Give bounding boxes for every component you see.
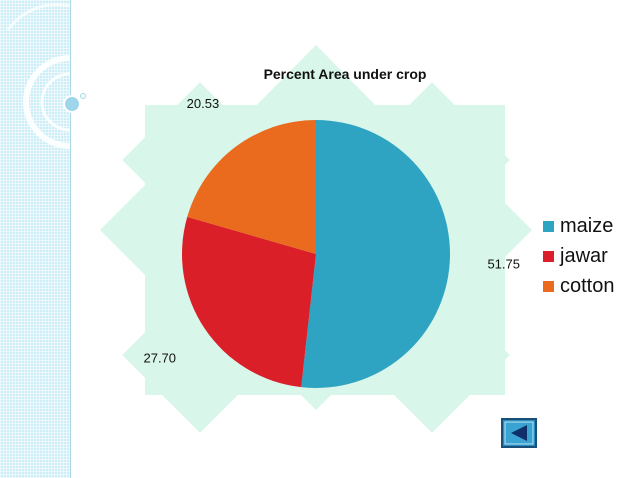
legend-swatch xyxy=(543,250,554,262)
legend-label: cotton xyxy=(560,274,615,297)
bubble-decoration xyxy=(6,3,86,149)
legend-item-cotton: cotton xyxy=(543,274,614,298)
pie-slice-cotton xyxy=(187,120,316,254)
legend-item-jawar: jawar xyxy=(543,244,608,268)
legend-swatch xyxy=(543,280,554,292)
legend-label: maize xyxy=(560,214,614,237)
legend-item-maize: maize xyxy=(543,214,613,238)
slice-value-label-maize: 51.75 xyxy=(487,256,520,271)
slice-value-label-cotton: 20.53 xyxy=(187,96,220,111)
back-button[interactable] xyxy=(501,418,537,448)
legend-swatch xyxy=(543,220,554,232)
pie-slice-maize xyxy=(301,120,451,389)
back-arrow-icon xyxy=(511,425,527,441)
pie-slice-jawar xyxy=(181,216,316,388)
slice-value-label-jawar: 27.70 xyxy=(143,351,176,366)
legend-label: jawar xyxy=(560,244,608,267)
chart-title: Percent Area under crop xyxy=(263,66,427,82)
